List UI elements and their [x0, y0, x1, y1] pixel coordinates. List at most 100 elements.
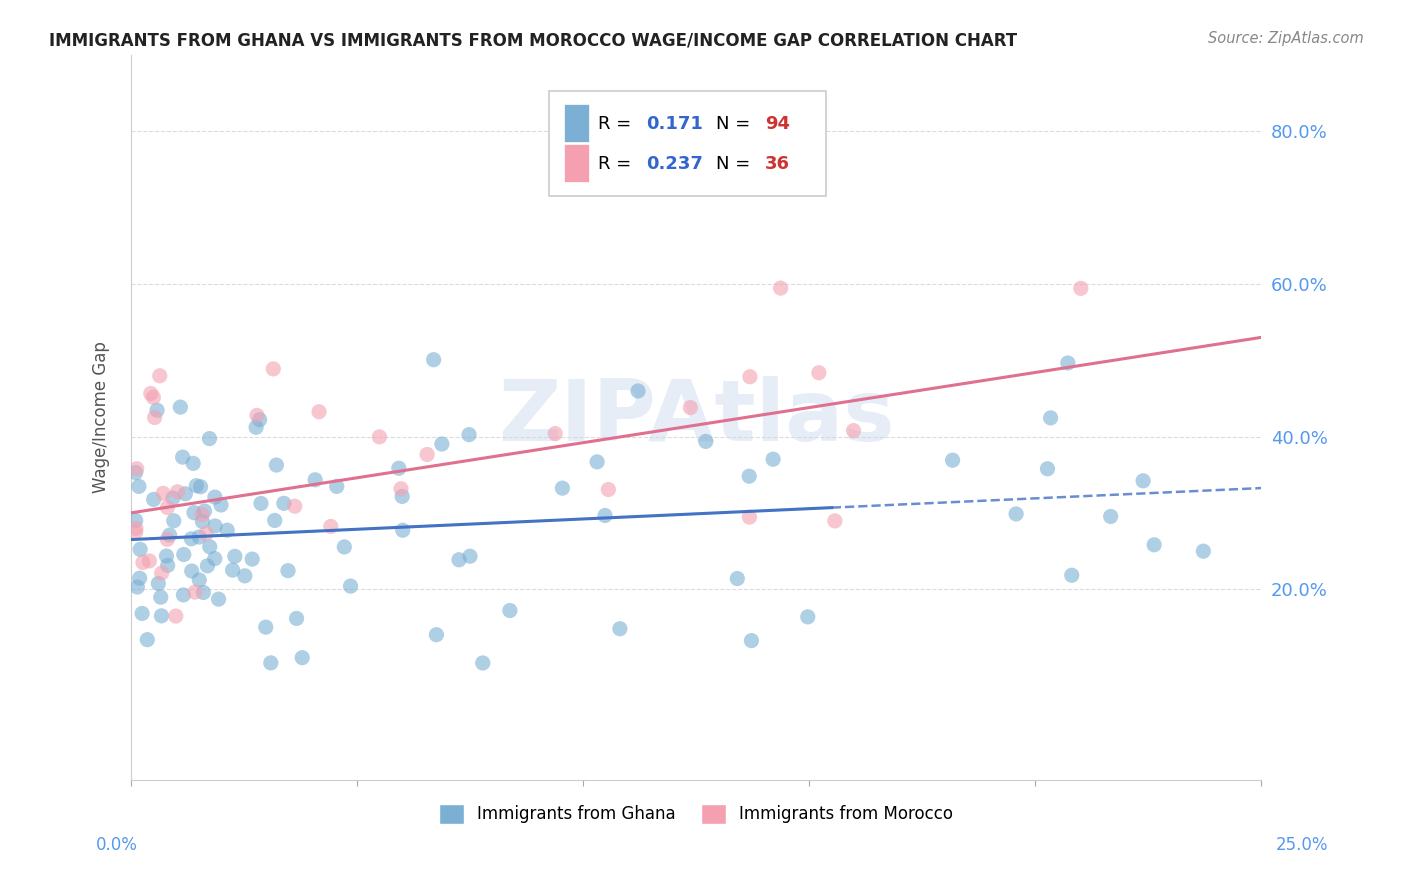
Point — [389, 482, 412, 496]
Point — [273, 496, 295, 510]
Point — [204, 551, 226, 566]
Point — [150, 566, 173, 580]
Point — [319, 519, 342, 533]
Point — [304, 473, 326, 487]
Point — [138, 554, 160, 568]
Point — [146, 403, 169, 417]
Point — [1005, 507, 1028, 521]
Point — [152, 486, 174, 500]
Point — [240, 552, 263, 566]
Point — [797, 610, 820, 624]
Point — [738, 469, 761, 483]
Point — [326, 479, 349, 493]
FancyBboxPatch shape — [564, 145, 589, 182]
Point — [391, 523, 413, 537]
Point — [586, 455, 609, 469]
Y-axis label: Wage/Income Gap: Wage/Income Gap — [93, 342, 110, 493]
Point — [339, 579, 361, 593]
Point — [458, 427, 481, 442]
Point — [471, 656, 494, 670]
Point — [1057, 356, 1080, 370]
Text: 36: 36 — [765, 155, 790, 173]
Point — [156, 500, 179, 515]
Point — [679, 401, 702, 415]
Text: ZIPAtlas: ZIPAtlas — [498, 376, 894, 459]
Point — [425, 628, 447, 642]
Point — [131, 607, 153, 621]
Text: 94: 94 — [765, 115, 790, 133]
Point — [1060, 568, 1083, 582]
Point — [191, 508, 214, 522]
Point — [190, 480, 212, 494]
Point — [1192, 544, 1215, 558]
Point — [368, 430, 391, 444]
Point — [260, 656, 283, 670]
Point — [197, 558, 219, 573]
Point — [499, 603, 522, 617]
Point — [249, 413, 271, 427]
Point — [148, 576, 170, 591]
Point — [1036, 462, 1059, 476]
Text: 0.171: 0.171 — [647, 115, 703, 133]
Point — [142, 391, 165, 405]
Point — [1132, 474, 1154, 488]
Point — [391, 489, 413, 503]
Point — [166, 484, 188, 499]
Point — [1070, 281, 1092, 295]
Point — [740, 633, 762, 648]
Text: 0.0%: 0.0% — [96, 836, 138, 854]
Point — [156, 533, 179, 547]
Point — [333, 540, 356, 554]
Point — [184, 585, 207, 599]
Point — [193, 585, 215, 599]
Point — [125, 513, 148, 527]
Text: R =: R = — [598, 115, 637, 133]
Point — [181, 456, 204, 470]
Point — [159, 528, 181, 542]
Point — [725, 572, 748, 586]
Point — [738, 369, 761, 384]
Point — [233, 569, 256, 583]
Point — [416, 447, 439, 461]
Point — [627, 384, 650, 398]
Point — [136, 632, 159, 647]
Point — [458, 549, 481, 564]
Point — [422, 352, 444, 367]
Point — [155, 549, 177, 563]
Point — [125, 521, 148, 535]
Point — [149, 591, 172, 605]
Point — [129, 542, 152, 557]
Point — [598, 483, 620, 497]
Point — [285, 611, 308, 625]
Text: R =: R = — [598, 155, 637, 173]
Point — [198, 540, 221, 554]
Point — [183, 506, 205, 520]
FancyBboxPatch shape — [564, 104, 589, 142]
Point — [246, 409, 269, 423]
Point — [807, 366, 830, 380]
Point — [207, 592, 229, 607]
Text: Source: ZipAtlas.com: Source: ZipAtlas.com — [1208, 31, 1364, 46]
Point — [173, 548, 195, 562]
Point — [224, 549, 246, 564]
Point — [162, 491, 184, 505]
Point — [277, 564, 299, 578]
Point — [180, 532, 202, 546]
Point — [217, 523, 239, 537]
Legend: Immigrants from Ghana, Immigrants from Morocco: Immigrants from Ghana, Immigrants from M… — [432, 797, 960, 830]
Text: 25.0%: 25.0% — [1277, 836, 1329, 854]
Point — [738, 510, 761, 524]
Point — [165, 609, 187, 624]
Point — [695, 434, 717, 449]
Point — [128, 571, 150, 585]
Point — [245, 420, 267, 434]
Point — [551, 481, 574, 495]
Point — [125, 466, 148, 480]
Point — [609, 622, 631, 636]
Point — [447, 553, 470, 567]
Point — [142, 492, 165, 507]
Point — [195, 526, 218, 541]
Point — [180, 564, 202, 578]
Point — [291, 650, 314, 665]
Point — [169, 400, 191, 414]
